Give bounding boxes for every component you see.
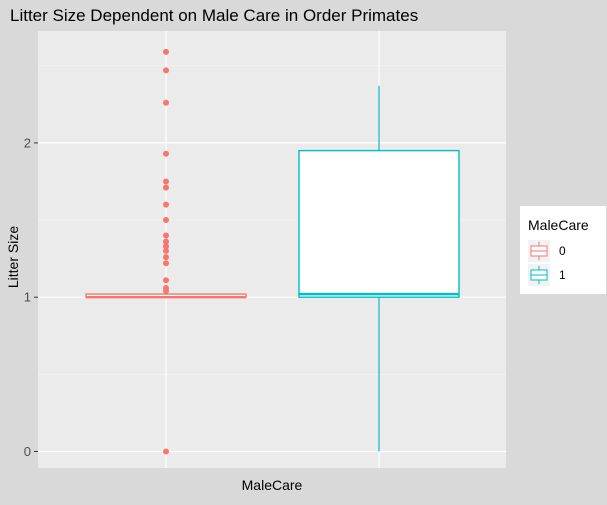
outlier-point: [163, 288, 169, 295]
outlier-point: [163, 67, 169, 74]
x-axis-label: MaleCare: [242, 477, 303, 493]
outlier-point: [163, 247, 169, 254]
y-tick-label: 0: [24, 444, 31, 459]
outlier-point: [163, 238, 169, 245]
y-tick-label: 1: [24, 290, 31, 305]
legend-label: 0: [559, 244, 566, 258]
marks-layer: [85, 48, 460, 455]
outlier-point: [163, 243, 169, 250]
y-axis-label: Litter Size: [5, 226, 21, 288]
legend-label: 1: [559, 268, 566, 282]
legend-key-1: 1: [528, 264, 566, 286]
y-axis: 0 1 2: [24, 135, 38, 459]
outlier-point: [163, 217, 169, 224]
outlier-point: [163, 448, 169, 455]
chart-title: Litter Size Dependent on Male Care in Or…: [10, 6, 418, 25]
outlier-point: [163, 277, 169, 284]
outlier-point: [163, 99, 169, 106]
outlier-point: [163, 201, 169, 208]
boxplot-0: [85, 48, 247, 455]
box: [298, 149, 460, 298]
legend: MaleCare 0 1: [520, 206, 606, 294]
legend-key-0: 0: [528, 240, 566, 262]
outlier-point: [163, 48, 169, 55]
outlier-point: [163, 260, 169, 267]
outlier-point: [163, 178, 169, 185]
legend-title: MaleCare: [528, 217, 589, 233]
outlier-point: [163, 254, 169, 261]
outlier-point: [163, 150, 169, 157]
y-tick-label: 2: [24, 135, 31, 150]
outlier-point: [163, 232, 169, 239]
outlier-point: [163, 184, 169, 191]
boxplot-1: [298, 85, 460, 452]
